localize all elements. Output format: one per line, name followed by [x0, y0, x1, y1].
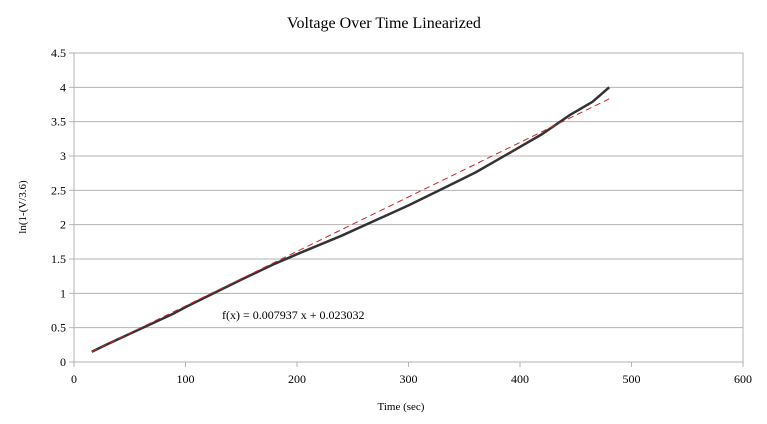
x-tick-label: 500	[623, 372, 641, 386]
x-tick-label: 0	[71, 372, 77, 386]
y-tick-label: 0.5	[51, 321, 66, 335]
y-tick-label: 4.5	[51, 46, 66, 60]
x-tick-labels: 0 100 200 300 400 500 600	[71, 372, 752, 386]
grid-lines	[69, 52, 744, 367]
series-line	[91, 86, 611, 353]
y-tick-label: 1	[60, 286, 66, 300]
y-tick-labels: 0 0.5 1 1.5 2 2.5 3 3.5 4 4.5	[51, 46, 66, 369]
y-tick-label: 2.5	[51, 183, 66, 197]
chart-title: Voltage Over Time Linearized	[287, 15, 481, 32]
x-tick-label: 400	[511, 372, 529, 386]
x-tick-label: 300	[400, 372, 418, 386]
y-tick-label: 3.5	[51, 115, 66, 129]
trendline-equation: f(x) = 0.007937 x + 0.023032	[222, 308, 365, 322]
trendline	[91, 98, 610, 353]
y-axis-label: ln(1-(V/3.6)	[17, 180, 29, 234]
x-tick-label: 100	[177, 372, 195, 386]
x-tick-label: 200	[288, 372, 306, 386]
y-tick-label: 3	[60, 149, 66, 163]
chart-marks	[91, 86, 611, 353]
y-tick-label: 1.5	[51, 252, 66, 266]
y-tick-label: 4	[60, 80, 66, 94]
plot-area	[73, 52, 744, 363]
y-tick-label: 0	[60, 355, 66, 369]
x-axis-label: Time (sec)	[378, 401, 425, 413]
y-tick-label: 2	[60, 218, 66, 232]
x-tick-label: 600	[734, 372, 752, 386]
